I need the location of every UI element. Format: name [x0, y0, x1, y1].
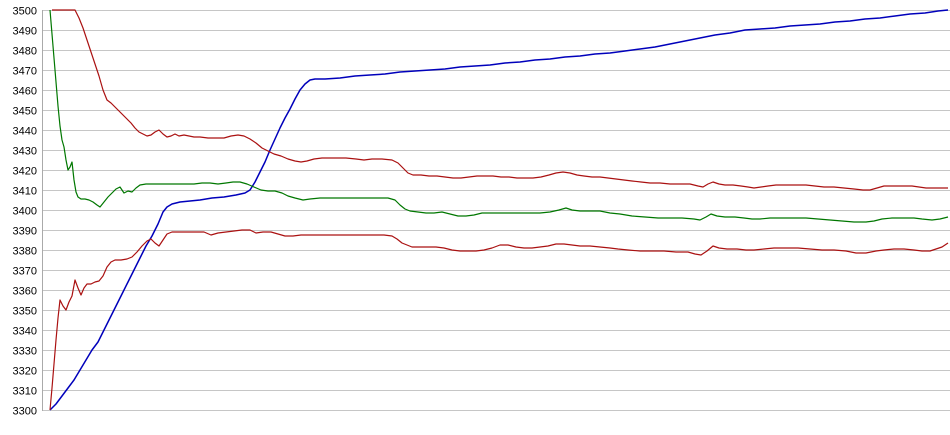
y-axis-tick-label: 3340	[13, 326, 37, 338]
y-axis-tick-label: 3450	[13, 106, 37, 118]
y-axis-tick-label: 3500	[13, 6, 37, 18]
y-axis-tick-label: 3330	[13, 346, 37, 358]
y-axis-tick-label: 3490	[13, 26, 37, 38]
y-axis-tick-label: 3460	[13, 86, 37, 98]
y-axis-tick-label: 3310	[13, 386, 37, 398]
y-axis-tick-label: 3420	[13, 166, 37, 178]
series-lines	[49, 9, 949, 411]
y-axis-tick-label: 3440	[13, 126, 37, 138]
y-axis-tick-label: 3470	[13, 66, 37, 78]
green-line	[49, 9, 949, 223]
y-axis-tick-label: 3400	[13, 206, 37, 218]
blue-rising-line	[49, 9, 949, 411]
y-axis-tick-label: 3430	[13, 146, 37, 158]
y-axis-tick-label: 3320	[13, 366, 37, 378]
y-axis-tick-labels: 3500 3490 3480 3470 3460 3450 3440 3430 3420 3410…	[13, 6, 37, 418]
red-lower-line	[49, 229, 949, 411]
y-axis-tick-label: 3480	[13, 46, 37, 58]
y-axis-tick-label: 3360	[13, 286, 37, 298]
y-axis-tick-label: 3350	[13, 306, 37, 318]
y-axis-tick-label: 3380	[13, 246, 37, 258]
y-axis-tick-label: 3300	[13, 406, 37, 418]
y-axis-tick-label: 3390	[13, 226, 37, 238]
gridlines	[42, 10, 950, 411]
y-axis-tick-label: 3370	[13, 266, 37, 278]
red-upper-line	[52, 9, 948, 191]
y-axis-tick-label: 3410	[13, 186, 37, 198]
